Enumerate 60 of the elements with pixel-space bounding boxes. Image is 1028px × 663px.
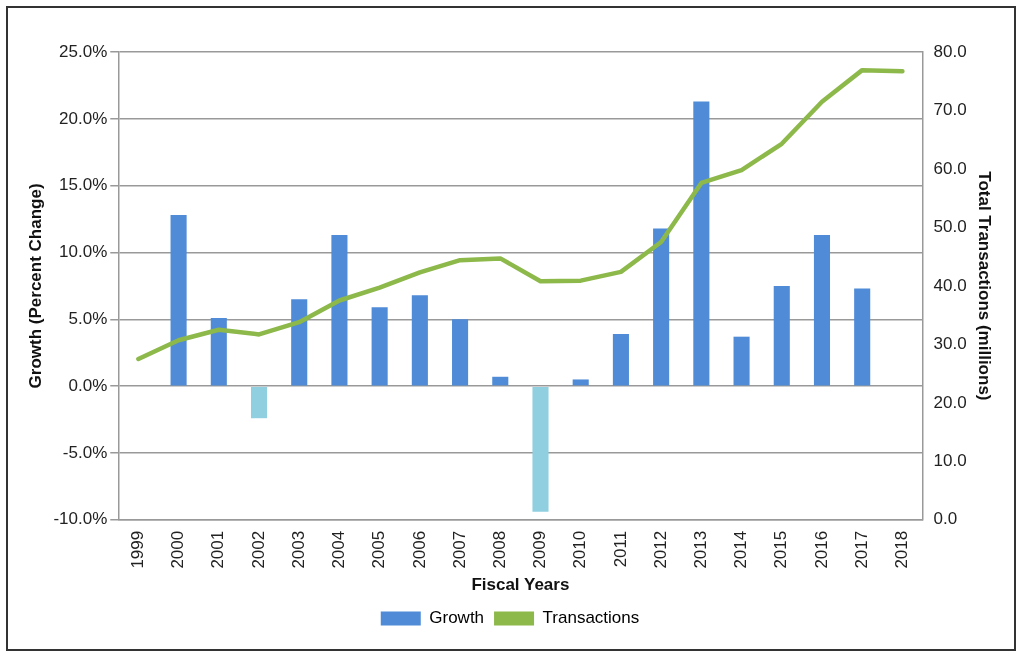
y2-tick-label: 80.0: [933, 41, 967, 61]
bar: [492, 376, 509, 386]
y-tick-label: 15.0%: [59, 175, 108, 195]
x-tick-label: 2007: [449, 530, 469, 569]
bar: [452, 319, 469, 386]
bar: [733, 336, 750, 386]
x-tick-label: 2001: [208, 530, 228, 569]
x-tick-label: 2015: [771, 530, 791, 569]
x-tick-label: 2005: [369, 530, 389, 569]
y2-tick-label: 60.0: [933, 158, 967, 178]
y2-tick-label: 0.0: [933, 509, 958, 529]
x-tick-label: 2017: [851, 530, 871, 569]
x-tick-label: 2002: [248, 530, 268, 569]
x-tick-label: 2006: [409, 530, 429, 569]
bar: [612, 334, 629, 386]
y2-tick-label: 10.0: [933, 451, 967, 470]
y2-axis-title: Total Transactions (millions): [975, 171, 995, 401]
bar: [532, 386, 549, 512]
bar: [854, 288, 871, 386]
y-axis-title: Growth (Percent Change): [25, 183, 45, 389]
y-tick-label: 5.0%: [68, 308, 108, 328]
y-tick-label: 25.0%: [59, 41, 108, 61]
x-tick-label: 2018: [892, 530, 912, 569]
bar: [331, 235, 348, 386]
y-tick-label: -10.0%: [53, 509, 108, 529]
bar: [371, 307, 388, 386]
x-tick-label: 2008: [489, 530, 509, 569]
y2-tick-label: 70.0: [933, 100, 967, 120]
x-tick-label: 2000: [168, 530, 188, 569]
bar: [210, 317, 227, 386]
x-tick-label: 2011: [610, 530, 630, 568]
x-axis-title: Fiscal Years: [471, 575, 570, 595]
bar: [572, 379, 589, 386]
y2-tick-label: 20.0: [933, 392, 967, 412]
y2-tick-label: 30.0: [933, 334, 967, 354]
x-tick-label: 1999: [128, 530, 148, 569]
bar: [813, 235, 831, 386]
bar: [773, 285, 790, 386]
y-tick-label: 0.0%: [68, 375, 108, 395]
y2-tick-label: 50.0: [933, 217, 967, 237]
y-tick-label: 20.0%: [59, 108, 108, 128]
bar: [693, 101, 710, 386]
x-tick-label: 2010: [570, 530, 590, 569]
bar: [653, 228, 670, 386]
x-tick-label: 2009: [530, 530, 550, 569]
y-tick-label: 10.0%: [59, 242, 108, 262]
x-tick-label: 2004: [329, 530, 349, 569]
x-tick-label: 2003: [288, 530, 308, 569]
bar: [170, 215, 187, 386]
x-tick-label: 2012: [650, 530, 670, 569]
legend-label: Transactions: [542, 608, 640, 628]
x-tick-label: 2016: [811, 530, 831, 569]
bar: [411, 295, 428, 386]
bar: [291, 299, 308, 386]
y-tick-label: -5.0%: [62, 442, 108, 462]
legend-label: Growth: [429, 608, 485, 628]
x-tick-label: 2014: [731, 530, 751, 569]
bar: [250, 386, 268, 419]
y2-tick-label: 40.0: [933, 275, 967, 295]
x-tick-label: 2013: [691, 530, 711, 569]
